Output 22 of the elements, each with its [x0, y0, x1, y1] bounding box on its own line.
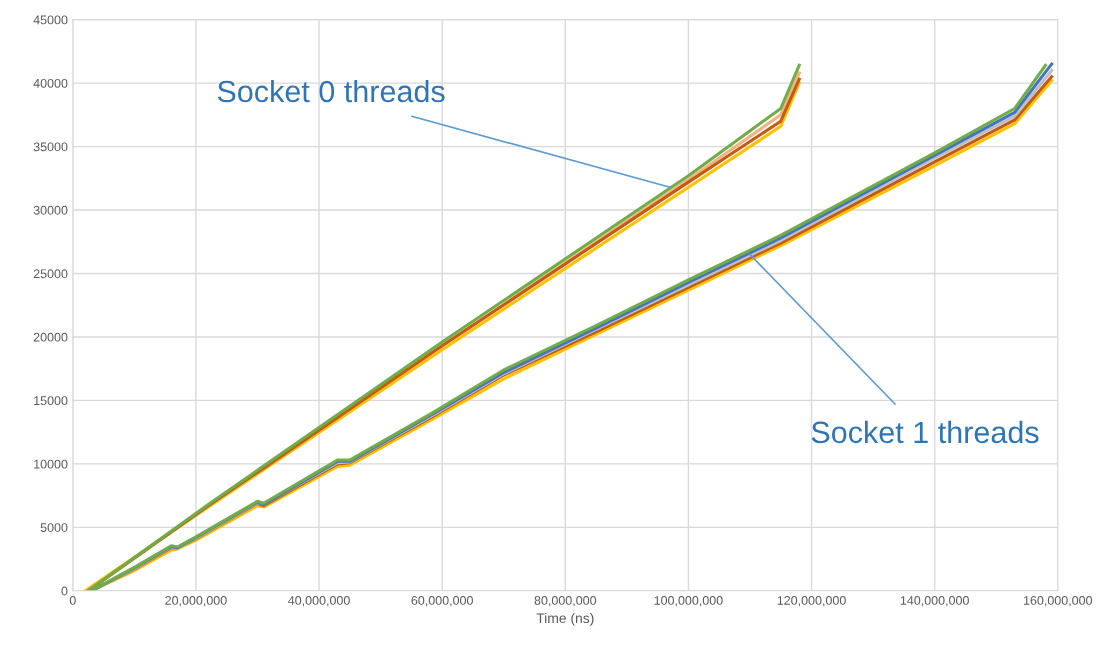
y-tick-label: 0: [61, 586, 68, 596]
x-tick-label: 40,000,000: [288, 596, 350, 607]
y-tick-label: 10000: [34, 459, 68, 469]
x-tick-label: 100,000,000: [654, 596, 723, 607]
y-tick-label: 15000: [34, 396, 68, 406]
x-tick-label: 20,000,000: [165, 596, 227, 607]
x-tick-label: 120,000,000: [777, 596, 846, 607]
x-tick-label: 80,000,000: [534, 596, 597, 607]
y-tick-label: 35000: [33, 142, 68, 152]
x-tick-label: 140,000,000: [900, 596, 969, 607]
x-axis-title: Time (ns): [536, 612, 594, 626]
y-tick-label: 30000: [33, 205, 68, 215]
x-tick-label: 0: [69, 596, 76, 605]
annotation: Socket 0 threads: [217, 79, 445, 103]
y-tick-label: 20000: [33, 332, 68, 342]
x-tick-label: 60,000,000: [411, 596, 473, 607]
y-tick-label: 25000: [33, 269, 68, 279]
y-tick-label: 45000: [33, 15, 68, 25]
y-tick-label: 5000: [40, 523, 68, 532]
annotation: Socket 1 threads: [811, 420, 1039, 444]
x-tick-label: 160,000,000: [1023, 596, 1093, 607]
y-tick-label: 40000: [33, 78, 68, 88]
